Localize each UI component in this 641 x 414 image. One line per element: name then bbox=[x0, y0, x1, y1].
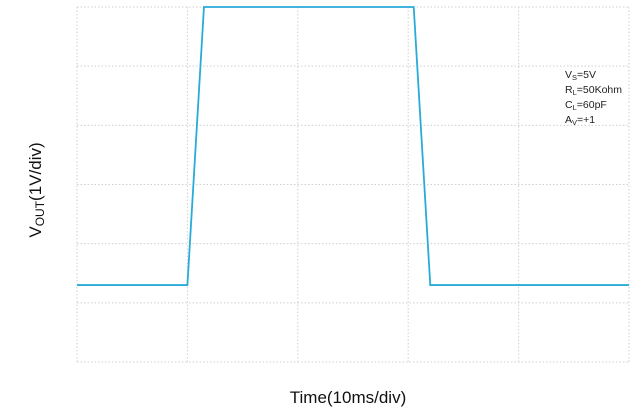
annotation-main: R bbox=[565, 84, 573, 96]
annotation-main: C bbox=[565, 99, 573, 111]
annotation-value: =5V bbox=[577, 69, 596, 81]
annotation-value: =50Kohm bbox=[577, 84, 622, 96]
annotation-value: =60pF bbox=[577, 99, 607, 111]
annotation-main: A bbox=[565, 114, 572, 126]
y-axis-label-suffix: (1V/div) bbox=[26, 142, 45, 201]
annotation-main: V bbox=[565, 69, 572, 81]
annotation-subscript: S bbox=[572, 73, 577, 82]
series-line-0 bbox=[77, 6, 629, 286]
x-axis-label: Time(10ms/div) bbox=[290, 388, 407, 407]
y-axis-label: VOUT(1V/div) bbox=[26, 142, 47, 237]
annotation-line: VS=5V bbox=[565, 69, 596, 82]
grid bbox=[76, 6, 630, 363]
annotation-value: =+1 bbox=[577, 114, 595, 126]
trace-layer bbox=[77, 6, 629, 286]
y-axis-label-prefix: V bbox=[26, 226, 45, 238]
y-axis-label-subscript: OUT bbox=[33, 200, 47, 226]
annotation-subscript: L bbox=[573, 88, 577, 97]
annotation-subscript: V bbox=[572, 118, 577, 127]
annotation-line: AV=+1 bbox=[565, 114, 595, 127]
annotation-subscript: L bbox=[573, 103, 577, 112]
annotation-line: CL=60pF bbox=[565, 99, 607, 112]
annotation-line: RL=50Kohm bbox=[565, 84, 622, 97]
